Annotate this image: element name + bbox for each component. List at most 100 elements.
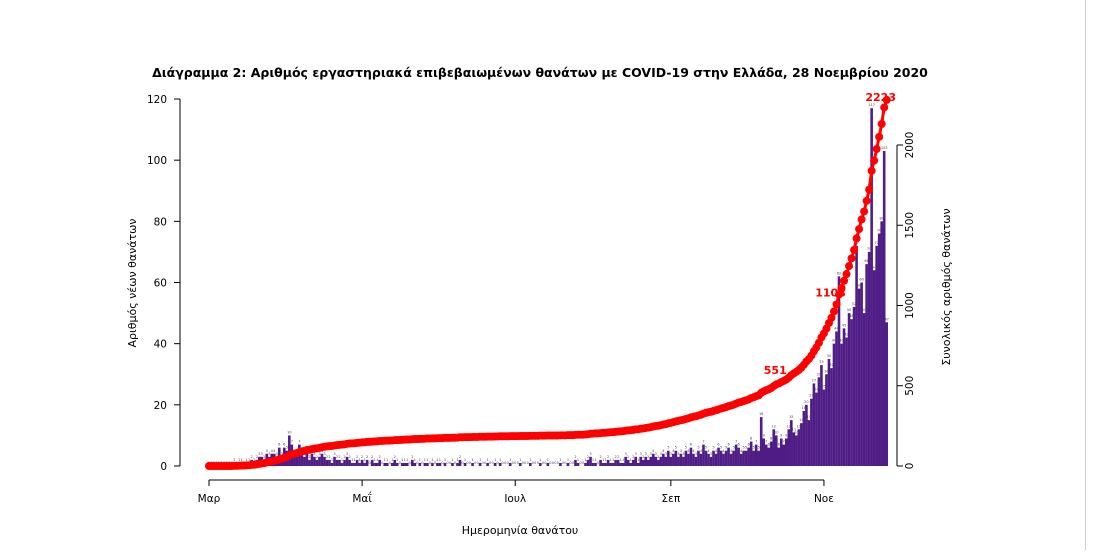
- bar: [528, 462, 532, 466]
- bar: [674, 450, 678, 466]
- bar: [885, 322, 888, 466]
- bar-value-label: 0: [534, 461, 536, 465]
- bar-value-label: 4: [700, 449, 703, 453]
- bar: [687, 453, 690, 466]
- bar: [752, 450, 755, 466]
- bar: [719, 450, 723, 466]
- window-edge-divider: [1085, 0, 1086, 550]
- bar-value-label: 1: [637, 458, 639, 462]
- bar-value-label: 7: [702, 440, 704, 444]
- bar-value-label: 2: [338, 455, 340, 459]
- bar-value-label: 6: [690, 443, 692, 447]
- bar: [375, 462, 379, 466]
- bar-value-label: 3: [625, 452, 627, 456]
- bar-value-label: 4: [722, 449, 725, 453]
- bar-value-label: 3: [281, 452, 283, 456]
- bar-value-label: 2: [379, 455, 381, 459]
- daily-bars: [232, 108, 888, 467]
- bar-value-label: 4: [730, 449, 733, 453]
- bar-value-label: 12: [797, 424, 801, 428]
- bar-value-label: 2: [308, 455, 310, 459]
- bar: [737, 447, 740, 466]
- bar-value-label: 42: [844, 333, 848, 337]
- bar: [825, 374, 828, 466]
- bar-value-label: 40: [832, 339, 836, 343]
- bar-value-label: 2: [336, 455, 338, 459]
- bar: [423, 462, 427, 466]
- y-left-tick-label: 40: [154, 339, 167, 351]
- bar: [795, 435, 798, 466]
- bar-value-label: 1: [238, 458, 240, 462]
- bar-value-labels: 0000000000101101121233243443636510743743…: [208, 103, 889, 465]
- bar-value-label: 0: [492, 461, 494, 465]
- bar: [305, 450, 309, 466]
- bar: [370, 459, 374, 466]
- bar-value-label: 3: [313, 452, 315, 456]
- bar: [393, 459, 397, 466]
- cumulative-point: [862, 196, 871, 205]
- bar-value-label: 2: [647, 455, 649, 459]
- bar-value-label: 0: [557, 461, 559, 465]
- bar: [586, 459, 590, 466]
- bar: [539, 462, 542, 466]
- bar: [355, 459, 359, 466]
- cumulative-point: [842, 270, 851, 279]
- bar-value-label: 5: [685, 446, 687, 450]
- cumulative-series: [205, 95, 891, 470]
- bar: [840, 343, 843, 466]
- x-tick-label: Ιουλ: [504, 493, 526, 505]
- bar-value-label: 0: [552, 461, 554, 465]
- bar-value-label: 25: [822, 385, 826, 389]
- cumulative-annotation: 2223: [865, 91, 896, 104]
- bar-value-label: 1: [384, 458, 386, 462]
- bar-value-label: 1: [246, 458, 248, 462]
- bar: [882, 150, 886, 466]
- cumulative-point: [847, 254, 856, 263]
- bar-value-label: 1: [331, 458, 333, 462]
- bar-value-label: 2: [316, 455, 318, 459]
- bar-value-label: 1: [609, 458, 611, 462]
- bar-value-label: 2: [371, 455, 373, 459]
- bar: [810, 398, 813, 466]
- bar: [348, 459, 351, 466]
- bar: [340, 462, 344, 466]
- bar: [576, 462, 580, 466]
- bar-value-label: 1: [358, 458, 360, 462]
- bar-value-label: 4: [652, 449, 655, 453]
- bar: [616, 459, 620, 466]
- bar-value-label: 2: [411, 455, 413, 459]
- cumulative-point: [832, 300, 841, 309]
- bar-value-label: 0: [549, 461, 551, 465]
- bar: [338, 459, 341, 466]
- cumulative-point: [835, 290, 844, 299]
- bar-value-label: 3: [640, 452, 642, 456]
- bar-value-label: 0: [461, 461, 463, 465]
- bar: [644, 456, 648, 466]
- bar-value-label: 2: [615, 455, 617, 459]
- bar-value-label: 3: [677, 452, 679, 456]
- x-tick-label: Νοε: [814, 493, 834, 505]
- bar-value-label: 0: [527, 461, 529, 465]
- cumulative-point: [850, 245, 859, 254]
- bar-value-label: 0: [416, 461, 418, 465]
- bar-value-label: 0: [434, 461, 436, 465]
- x-tick-label: Μαΐ: [352, 491, 372, 505]
- bar-value-label: 3: [258, 452, 260, 456]
- bar: [594, 462, 597, 466]
- bar-value-label: 2: [587, 455, 589, 459]
- bar-value-label: 1: [391, 458, 393, 462]
- bar-value-label: 1: [622, 458, 624, 462]
- bar: [749, 441, 753, 466]
- bar-value-label: 2: [361, 455, 363, 459]
- bar-value-label: 0: [582, 461, 584, 465]
- cumulative-point: [877, 119, 886, 128]
- bar-value-label: 0: [489, 461, 491, 465]
- bar: [777, 447, 781, 466]
- bar-value-label: 0: [369, 461, 371, 465]
- bar: [732, 450, 735, 466]
- cumulative-point: [855, 225, 864, 234]
- bar: [626, 459, 630, 466]
- bar: [611, 462, 615, 466]
